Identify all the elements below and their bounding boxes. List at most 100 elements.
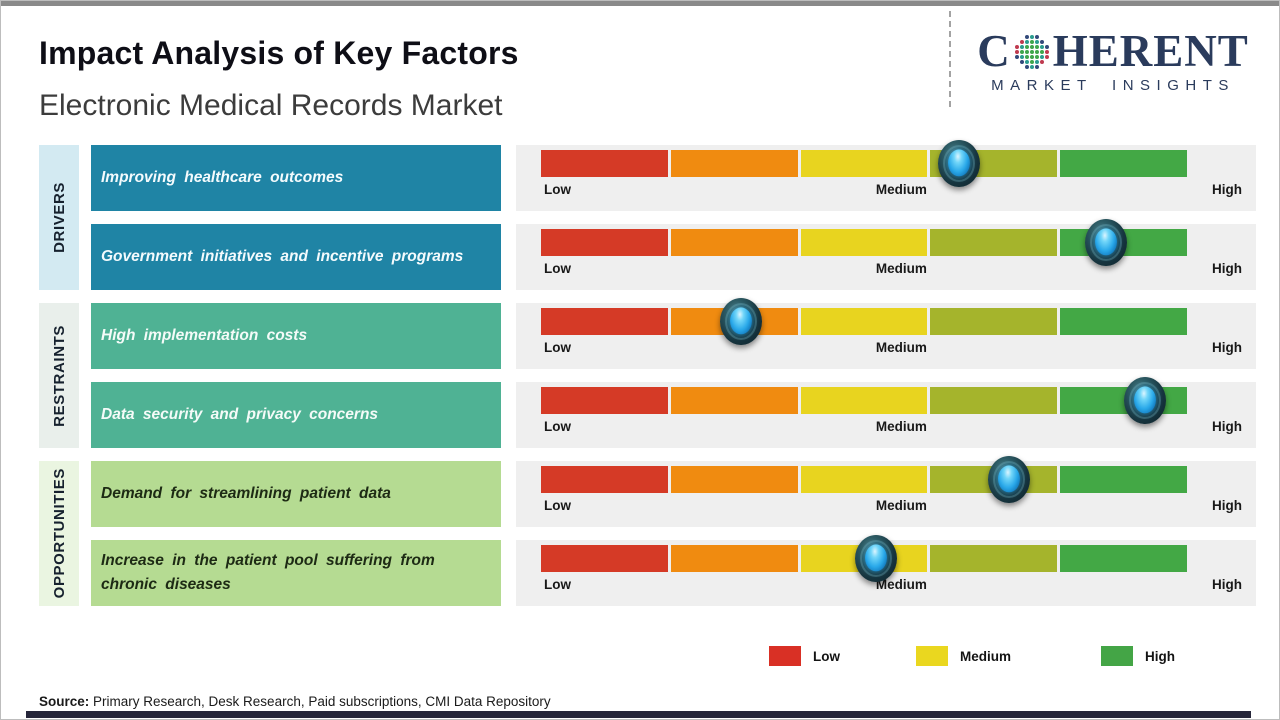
- scale-segment: [800, 308, 928, 335]
- logo-divider: [949, 11, 951, 107]
- scale-label-medium: Medium: [875, 577, 927, 592]
- scale-segment: [541, 466, 668, 493]
- scale-label-low: Low: [544, 498, 571, 513]
- page-subtitle: Electronic Medical Records Market: [39, 89, 503, 122]
- scale-label-medium: Medium: [875, 340, 927, 355]
- legend-label: Low: [813, 648, 840, 664]
- group-label-drivers: DRIVERS: [39, 145, 79, 290]
- scale-segment: [930, 545, 1058, 572]
- factor-text: High implementation costs: [101, 326, 308, 344]
- scale-segment: [800, 229, 928, 256]
- scale-label-high: High: [1212, 261, 1242, 276]
- scale-segment: [1060, 308, 1187, 335]
- factor-box-restraints-2: Data security and privacy concerns: [91, 382, 501, 448]
- scale-segment: [541, 387, 668, 414]
- scale-label-high: High: [1212, 577, 1242, 592]
- factor-box-opportunities-2: Increase in the patient pool suffering f…: [91, 540, 501, 606]
- logo-tagline: MARKET INSIGHTS: [991, 77, 1235, 94]
- factor-text: Data security and privacy concerns: [101, 405, 379, 423]
- scale-segment: [1060, 545, 1187, 572]
- legend-item-medium: Medium: [916, 646, 1011, 666]
- group-opportunities: OPPORTUNITIES Demand for streamlining pat…: [39, 456, 1256, 606]
- scale-segment: [541, 545, 668, 572]
- scale-segment: [800, 466, 928, 493]
- source-label: Source:: [39, 694, 90, 709]
- impact-marker-core: [1094, 227, 1117, 255]
- impact-marker-core: [865, 543, 888, 571]
- scale-segment: [541, 150, 668, 177]
- factor-box-drivers-1: Improving healthcare outcomes: [91, 145, 501, 211]
- legend-swatch-high: [1101, 646, 1133, 666]
- impact-scale-bar: [541, 456, 1187, 503]
- group-label-restraints: RESTRAINTS: [39, 303, 79, 448]
- factor-text: Increase in the patient pool suffering f…: [101, 551, 435, 593]
- scale-label-high: High: [1212, 419, 1242, 434]
- scale-label-high: High: [1212, 182, 1242, 197]
- impact-marker-core: [997, 464, 1020, 492]
- legend: Low Medium High: [1, 646, 1279, 670]
- scale-segment: [541, 308, 668, 335]
- scale-label-high: High: [1212, 498, 1242, 513]
- factor-text: Government initiatives and incentive pro…: [101, 247, 464, 265]
- scale-segment: [670, 387, 798, 414]
- scale-segment: [800, 150, 928, 177]
- scale-segment: [930, 387, 1058, 414]
- impact-scale-restraints-1: Low Medium High: [516, 298, 1256, 369]
- legend-item-high: High: [1101, 646, 1175, 666]
- scale-label-low: Low: [544, 419, 571, 434]
- group-label-text: RESTRAINTS: [50, 324, 68, 427]
- impact-marker: [855, 535, 898, 582]
- scale-label-low: Low: [544, 182, 571, 197]
- scale-labels: Low Medium High: [541, 577, 1256, 595]
- group-restraints: RESTRAINTS High implementation costs Low Me…: [39, 298, 1256, 448]
- impact-analysis-body: DRIVERS Improving healthcare outcomes Low M…: [39, 140, 1256, 606]
- impact-scale-bar: [541, 298, 1187, 345]
- scale-segment: [930, 229, 1058, 256]
- scale-label-low: Low: [544, 261, 571, 276]
- scale-segment: [670, 229, 798, 256]
- impact-scale-drivers-2: Low Medium High: [516, 219, 1256, 290]
- page-title: Impact Analysis of Key Factors: [39, 35, 519, 71]
- legend-label: Medium: [960, 648, 1012, 664]
- legend-swatch-medium: [916, 646, 948, 666]
- impact-marker-core: [1134, 385, 1156, 413]
- impact-marker: [720, 298, 763, 345]
- bottom-bar: [26, 711, 1251, 718]
- scale-segment: [930, 308, 1058, 335]
- legend-item-low: Low: [769, 646, 840, 666]
- scale-labels: Low Medium High: [541, 419, 1256, 437]
- impact-marker-ball: [720, 298, 763, 345]
- logo-letters-rest: HERENT: [1052, 26, 1249, 76]
- scale-segment: [1060, 150, 1187, 177]
- impact-scale-bar: [541, 219, 1187, 266]
- group-drivers: DRIVERS Improving healthcare outcomes Low M…: [39, 140, 1256, 290]
- factor-box-opportunities-1: Demand for streamlining patient data: [91, 461, 501, 527]
- scale-segment: [1060, 466, 1187, 493]
- factor-text: Improving healthcare outcomes: [101, 168, 344, 186]
- logo-wordmark: C HERENT: [963, 29, 1263, 74]
- impact-marker: [1124, 377, 1166, 424]
- scale-label-low: Low: [544, 577, 571, 592]
- group-label-text: DRIVERS: [50, 182, 68, 253]
- scale-labels: Low Medium High: [541, 182, 1256, 200]
- logo-globe-icon: [1012, 32, 1052, 72]
- group-label-text: OPPORTUNITIES: [50, 468, 68, 599]
- scale-label-medium: Medium: [875, 498, 927, 513]
- scale-segment: [670, 466, 798, 493]
- scale-labels: Low Medium High: [541, 340, 1256, 358]
- scale-labels: Low Medium High: [541, 498, 1256, 516]
- group-label-opportunities: OPPORTUNITIES: [39, 461, 79, 606]
- scale-labels: Low Medium High: [541, 261, 1256, 279]
- impact-marker-core: [947, 148, 970, 176]
- scale-label-low: Low: [544, 340, 571, 355]
- scale-label-medium: Medium: [875, 182, 927, 197]
- scale-label-medium: Medium: [875, 419, 927, 434]
- impact-scale-opportunities-2: Low Medium High: [516, 535, 1256, 606]
- scale-segment: [670, 150, 798, 177]
- impact-scale-opportunities-1: Low Medium High: [516, 456, 1256, 527]
- impact-scale-restraints-2: Low Medium High: [516, 377, 1256, 448]
- scale-segment: [800, 387, 928, 414]
- company-logo: C HERENT MARKET INSIGHTS: [963, 29, 1263, 95]
- impact-marker: [1084, 219, 1127, 266]
- impact-marker-core: [730, 306, 753, 334]
